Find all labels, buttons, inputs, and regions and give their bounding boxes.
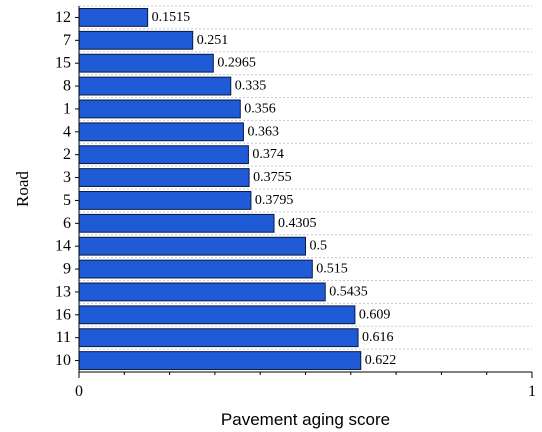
category-label: 1 xyxy=(63,100,71,117)
value-label: 0.335 xyxy=(235,79,267,94)
category-label: 16 xyxy=(55,306,71,323)
category-label: 6 xyxy=(63,215,71,232)
value-label: 0.4305 xyxy=(278,216,317,231)
value-label: 0.2965 xyxy=(217,56,256,71)
bar-road-7 xyxy=(78,30,194,50)
category-label: 4 xyxy=(63,123,71,140)
value-label: 0.5435 xyxy=(329,284,368,299)
bar-road-14 xyxy=(78,236,306,256)
x-tick-label: 0 xyxy=(75,383,83,400)
bar-road-4 xyxy=(78,122,244,142)
category-label: 8 xyxy=(63,78,71,95)
value-label: 0.616 xyxy=(362,330,394,345)
category-label: 13 xyxy=(55,283,71,300)
x-tick-label: 1 xyxy=(528,383,536,400)
bar-road-6 xyxy=(78,213,275,233)
category-label: 7 xyxy=(63,32,71,49)
category-label: 10 xyxy=(55,352,71,369)
category-label: 5 xyxy=(63,192,71,209)
value-label: 0.1515 xyxy=(152,10,191,25)
category-label: 12 xyxy=(55,9,71,26)
bar-road-12 xyxy=(78,8,149,27)
bar-road-5 xyxy=(78,191,252,210)
bars-layer xyxy=(78,8,362,370)
bar-road-3 xyxy=(78,168,250,187)
category-label: 2 xyxy=(63,146,71,163)
category-label: 14 xyxy=(55,238,71,255)
bar-road-15 xyxy=(78,53,214,73)
category-label: 15 xyxy=(55,55,71,72)
value-label: 0.251 xyxy=(197,33,229,48)
bar-road-2 xyxy=(78,145,249,165)
value-label: 0.374 xyxy=(252,147,284,162)
bar-road-11 xyxy=(78,328,359,348)
value-label: 0.363 xyxy=(247,124,279,139)
category-label: 11 xyxy=(56,329,71,346)
value-label: 0.515 xyxy=(316,262,348,277)
value-label: 0.622 xyxy=(365,353,397,368)
category-label: 3 xyxy=(63,169,71,186)
axes-layer: Pavement aging score Road xyxy=(13,6,532,429)
value-label: 0.5 xyxy=(310,239,328,254)
bar-road-13 xyxy=(78,282,326,302)
value-label: 0.3795 xyxy=(255,193,294,208)
category-label: 9 xyxy=(63,261,71,278)
value-label: 0.356 xyxy=(244,101,276,116)
x-axis-title: Pavement aging score xyxy=(221,410,390,429)
bar-road-8 xyxy=(78,76,232,96)
y-axis-title: Road xyxy=(13,171,32,207)
bar-road-1 xyxy=(78,99,241,119)
bar-road-9 xyxy=(78,259,313,279)
value-label: 0.609 xyxy=(359,307,391,322)
bar-road-10 xyxy=(78,351,362,370)
grid-layer xyxy=(79,5,532,350)
bar-road-16 xyxy=(78,305,356,325)
value-label: 0.3755 xyxy=(253,170,292,185)
